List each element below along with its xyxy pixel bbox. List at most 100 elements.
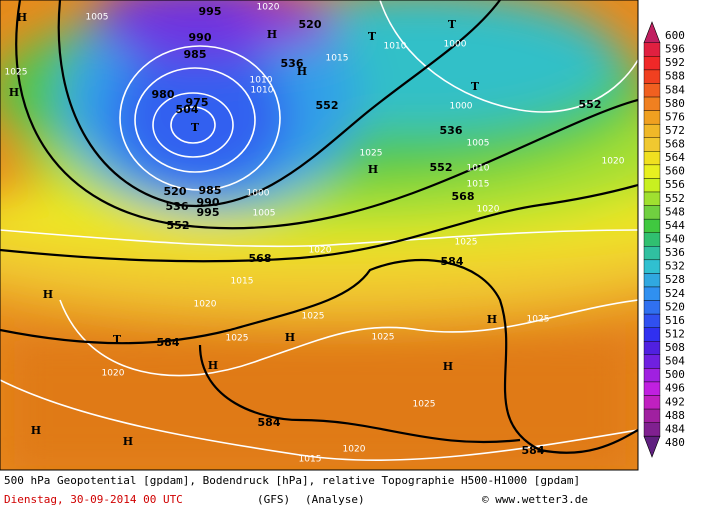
legend-label: 532 <box>665 260 685 273</box>
legend-label: 596 <box>665 43 685 56</box>
legend-swatch <box>643 137 661 152</box>
map-label: 1000 <box>247 189 270 199</box>
map-label: 1025 <box>527 315 550 325</box>
map-label: 1000 <box>444 40 467 50</box>
map-label: 536 <box>166 200 189 213</box>
legend-swatch <box>643 354 661 369</box>
legend-label: 600 <box>665 29 685 42</box>
legend-label: 480 <box>665 436 685 449</box>
map-label: H <box>9 86 19 99</box>
map-label: 1015 <box>326 54 349 64</box>
legend-label: 492 <box>665 395 685 408</box>
map-label: 1015 <box>467 180 490 190</box>
map-label: 1005 <box>467 139 490 149</box>
map-label: 995 <box>199 5 222 18</box>
map-label: 1005 <box>253 209 276 219</box>
legend-swatch <box>643 259 661 274</box>
legend-swatch <box>643 286 661 301</box>
legend-swatch <box>643 232 661 247</box>
map-label: 980 <box>152 88 175 101</box>
map-label: 1020 <box>102 369 125 379</box>
legend-swatch <box>643 205 661 220</box>
legend-label: 512 <box>665 327 685 340</box>
legend-swatch <box>643 69 661 84</box>
legend-swatch <box>643 273 661 288</box>
map-label: 1025 <box>5 68 28 78</box>
legend-label: 588 <box>665 70 685 83</box>
legend-swatch <box>643 123 661 138</box>
map-label: H <box>31 424 41 437</box>
map-label: 995 <box>197 206 220 219</box>
map-label: H <box>267 28 277 41</box>
legend-swatch <box>643 42 661 57</box>
legend-label: 484 <box>665 422 685 435</box>
map-label: 536 <box>440 124 463 137</box>
legend-label: 592 <box>665 56 685 69</box>
map-label: 1020 <box>194 300 217 310</box>
isobars <box>0 0 638 462</box>
map-label: H <box>17 11 27 24</box>
legend-label: 524 <box>665 287 685 300</box>
map-label: 1015 <box>231 277 254 287</box>
legend-label: 516 <box>665 314 685 327</box>
legend-label: 500 <box>665 368 685 381</box>
map-labels: H 1005 995 1020 520 H T 1010 T 1000 990 985 536 H 1015… <box>5 3 625 465</box>
footer-model: (GFS) <box>257 493 290 506</box>
map-label: 985 <box>184 48 207 61</box>
map-label: 520 <box>164 185 187 198</box>
map-label: 1025 <box>226 334 249 344</box>
legend-swatch <box>643 422 661 437</box>
map-label: 1020 <box>309 246 332 256</box>
map-field <box>0 0 638 470</box>
map-label: 1020 <box>257 3 280 13</box>
map-label: 985 <box>199 184 222 197</box>
map-label: 552 <box>430 161 453 174</box>
map-label: T <box>191 121 200 134</box>
map-label: 1010 <box>467 164 490 174</box>
legend-swatch <box>643 341 661 356</box>
legend-label: 552 <box>665 192 685 205</box>
legend-label: 572 <box>665 124 685 137</box>
map-label: 1010 <box>250 76 273 86</box>
map-label: H <box>208 359 218 372</box>
legend-swatch <box>643 191 661 206</box>
color-legend: 6005965925885845805765725685645605565525… <box>643 21 685 458</box>
map-label: 552 <box>579 98 602 111</box>
legend-label: 508 <box>665 341 685 354</box>
legend-swatch <box>643 327 661 342</box>
legend-label: 568 <box>665 138 685 151</box>
footer-run: (Analyse) <box>305 493 365 506</box>
legend-label: 584 <box>665 83 685 96</box>
legend-swatch <box>643 381 661 396</box>
map-label: 1000 <box>450 102 473 112</box>
legend-swatch <box>643 164 661 179</box>
legend-swatch <box>643 368 661 383</box>
legend-arrow <box>643 21 661 44</box>
map-label: H <box>285 331 295 344</box>
legend-swatch <box>643 300 661 315</box>
map-label: H <box>487 313 497 326</box>
legend-label: 496 <box>665 382 685 395</box>
geopotential-lines <box>0 0 638 454</box>
map-label: 584 <box>157 336 180 349</box>
map-label: H <box>43 288 53 301</box>
map-label: T <box>471 80 480 93</box>
footer-copyright: © www.wetter3.de <box>482 493 588 506</box>
legend-label: 580 <box>665 97 685 110</box>
legend-label: 540 <box>665 233 685 246</box>
legend-label: 556 <box>665 178 685 191</box>
legend-swatch <box>643 313 661 328</box>
map-label: 1025 <box>372 333 395 343</box>
map-label: 990 <box>189 31 212 44</box>
legend-swatch <box>643 178 661 193</box>
footer-date: Dienstag, 30-09-2014 00 UTC <box>4 493 183 506</box>
map-label: 504 <box>176 103 199 116</box>
map-label: 1025 <box>455 238 478 248</box>
map-label: H <box>123 435 133 448</box>
legend-label: 576 <box>665 110 685 123</box>
legend-swatch <box>643 110 661 125</box>
map-label: H <box>368 163 378 176</box>
legend-swatch <box>643 83 661 98</box>
map-label: 584 <box>258 416 281 429</box>
